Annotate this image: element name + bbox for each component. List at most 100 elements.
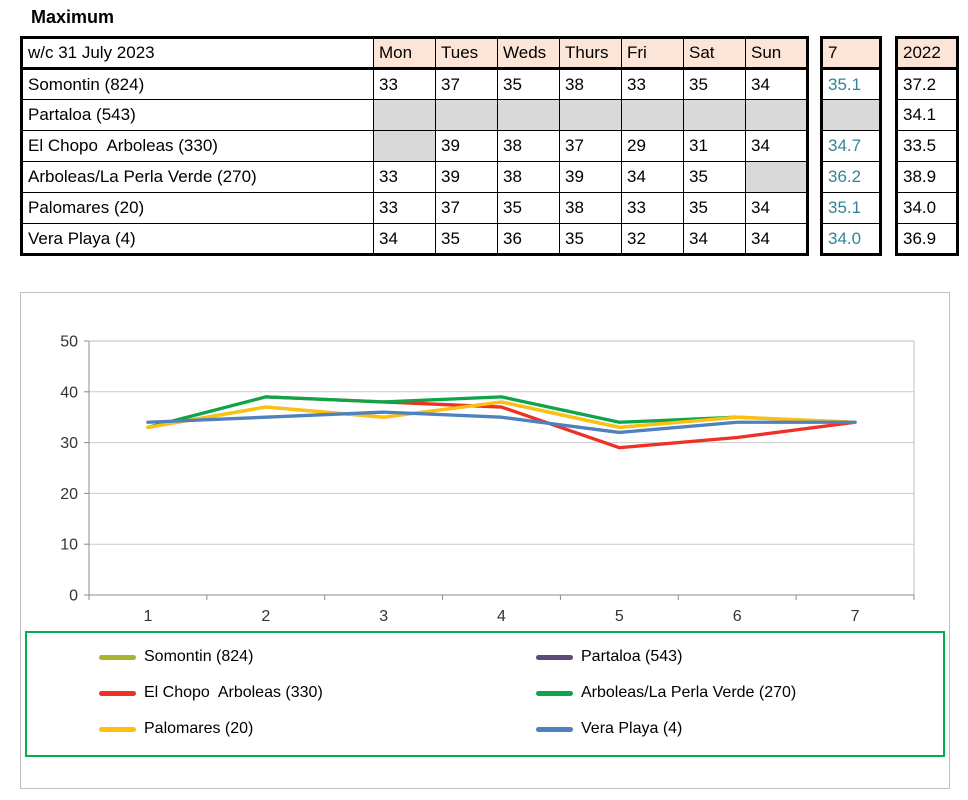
legend-swatch-arboleas [536, 690, 573, 696]
avg-row [821, 99, 881, 131]
day-value-cell[interactable] [621, 99, 684, 131]
prev-year-value-cell[interactable]: 34.1 [896, 99, 958, 131]
weekly-average-table: 7 35.1 34.7 36.2 35.1 34.0 [820, 36, 882, 256]
day-value-cell[interactable]: 37 [559, 130, 622, 162]
day-value-cell[interactable]: 39 [435, 130, 498, 162]
svg-text:0: 0 [69, 588, 78, 605]
day-value-cell[interactable]: 39 [559, 161, 622, 193]
day-value-cell[interactable] [497, 99, 560, 131]
avg-value-cell[interactable] [821, 99, 881, 131]
data-table-region: w/c 31 July 2023 Mon Tues Weds Thurs Fri… [20, 36, 959, 256]
day-value-cell[interactable]: 38 [559, 68, 622, 100]
day-value-cell[interactable]: 35 [435, 223, 498, 255]
avg-value-cell[interactable]: 34.0 [821, 223, 881, 255]
day-header-tues[interactable]: Tues [435, 37, 498, 70]
day-header-fri[interactable]: Fri [621, 37, 684, 70]
avg-header-cell[interactable]: 7 [821, 37, 881, 70]
day-value-cell[interactable]: 33 [373, 68, 436, 100]
avg-value-cell[interactable]: 35.1 [821, 192, 881, 224]
day-value-cell[interactable]: 37 [435, 192, 498, 224]
prev-year-value-cell[interactable]: 37.2 [896, 68, 958, 100]
day-value-cell[interactable] [373, 99, 436, 131]
day-value-cell[interactable]: 34 [683, 223, 746, 255]
day-value-cell[interactable]: 35 [497, 68, 560, 100]
day-value-cell[interactable]: 32 [621, 223, 684, 255]
svg-text:50: 50 [60, 334, 78, 351]
site-name-cell[interactable]: Somontin (824) [21, 68, 374, 100]
day-value-cell[interactable]: 36 [497, 223, 560, 255]
day-value-cell[interactable]: 29 [621, 130, 684, 162]
avg-value-cell[interactable]: 35.1 [821, 68, 881, 100]
day-value-cell[interactable]: 35 [559, 223, 622, 255]
table-row: Vera Playa (4) 34 35 36 35 32 34 34 [21, 223, 808, 255]
avg-row: 35.1 [821, 68, 881, 100]
avg-value-cell[interactable]: 36.2 [821, 161, 881, 193]
prev-year-header-cell[interactable]: 2022 [896, 37, 958, 70]
svg-text:4: 4 [497, 608, 506, 625]
day-value-cell[interactable]: 35 [683, 161, 746, 193]
day-header-mon[interactable]: Mon [373, 37, 436, 70]
day-value-cell[interactable] [373, 130, 436, 162]
prev-year-value-cell[interactable]: 36.9 [896, 223, 958, 255]
day-value-cell[interactable]: 38 [497, 161, 560, 193]
avg-value-cell[interactable]: 34.7 [821, 130, 881, 162]
day-value-cell[interactable]: 35 [497, 192, 560, 224]
legend-label-somontin: Somontin (824) [144, 648, 254, 665]
day-value-cell[interactable] [435, 99, 498, 131]
table-row: Partaloa (543) [21, 99, 808, 131]
day-header-sun[interactable]: Sun [745, 37, 808, 70]
site-name-cell[interactable]: Arboleas/La Perla Verde (270) [21, 161, 374, 193]
svg-text:10: 10 [60, 537, 78, 554]
day-value-cell[interactable]: 31 [683, 130, 746, 162]
table-row: Somontin (824) 33 37 35 38 33 35 34 [21, 68, 808, 100]
prev-year-row: 36.9 [896, 223, 958, 255]
day-header-thurs[interactable]: Thurs [559, 37, 622, 70]
day-value-cell[interactable]: 33 [373, 161, 436, 193]
day-value-cell[interactable]: 33 [621, 68, 684, 100]
day-value-cell[interactable]: 33 [373, 192, 436, 224]
day-value-cell[interactable] [745, 99, 808, 131]
prev-year-row: 34.1 [896, 99, 958, 131]
week-label-cell[interactable]: w/c 31 July 2023 [21, 37, 374, 70]
day-value-cell[interactable]: 34 [745, 130, 808, 162]
legend-item-vera-playa: Vera Playa (4) [536, 720, 943, 738]
legend-item-somontin: Somontin (824) [99, 648, 536, 666]
legend-swatch-palomares [99, 726, 136, 732]
day-value-cell[interactable]: 35 [683, 192, 746, 224]
svg-text:3: 3 [379, 608, 388, 625]
prev-year-value-cell[interactable]: 34.0 [896, 192, 958, 224]
avg-row: 34.0 [821, 223, 881, 255]
day-value-cell[interactable]: 38 [497, 130, 560, 162]
day-header-sat[interactable]: Sat [683, 37, 746, 70]
legend-item-partaloa: Partaloa (543) [536, 648, 943, 666]
svg-text:7: 7 [851, 608, 860, 625]
day-value-cell[interactable]: 39 [435, 161, 498, 193]
day-value-cell[interactable]: 37 [435, 68, 498, 100]
site-name-cell[interactable]: El Chopo Arboleas (330) [21, 130, 374, 162]
svg-text:5: 5 [615, 608, 624, 625]
day-header-weds[interactable]: Weds [497, 37, 560, 70]
day-value-cell[interactable] [683, 99, 746, 131]
day-value-cell[interactable]: 34 [621, 161, 684, 193]
day-value-cell[interactable]: 35 [683, 68, 746, 100]
prev-year-value-cell[interactable]: 38.9 [896, 161, 958, 193]
day-value-cell[interactable]: 38 [559, 192, 622, 224]
legend-label-partaloa: Partaloa (543) [581, 648, 683, 665]
day-value-cell[interactable]: 34 [373, 223, 436, 255]
day-value-cell[interactable] [559, 99, 622, 131]
legend-swatch-partaloa [536, 654, 573, 660]
site-name-cell[interactable]: Vera Playa (4) [21, 223, 374, 255]
table-row: Arboleas/La Perla Verde (270) 33 39 38 39 34 3… [21, 161, 808, 193]
day-value-cell[interactable]: 34 [745, 68, 808, 100]
site-name-cell[interactable]: Palomares (20) [21, 192, 374, 224]
site-name-cell[interactable]: Partaloa (543) [21, 99, 374, 131]
day-value-cell[interactable] [745, 161, 808, 193]
day-value-cell[interactable]: 34 [745, 223, 808, 255]
day-value-cell[interactable]: 33 [621, 192, 684, 224]
prev-year-row: 34.0 [896, 192, 958, 224]
prev-year-value-cell[interactable]: 33.5 [896, 130, 958, 162]
legend-item-palomares: Palomares (20) [99, 720, 536, 738]
prev-year-row: 38.9 [896, 161, 958, 193]
day-value-cell[interactable]: 34 [745, 192, 808, 224]
prev-year-table: 2022 37.2 34.1 33.5 38.9 34.0 36.9 [895, 36, 959, 256]
